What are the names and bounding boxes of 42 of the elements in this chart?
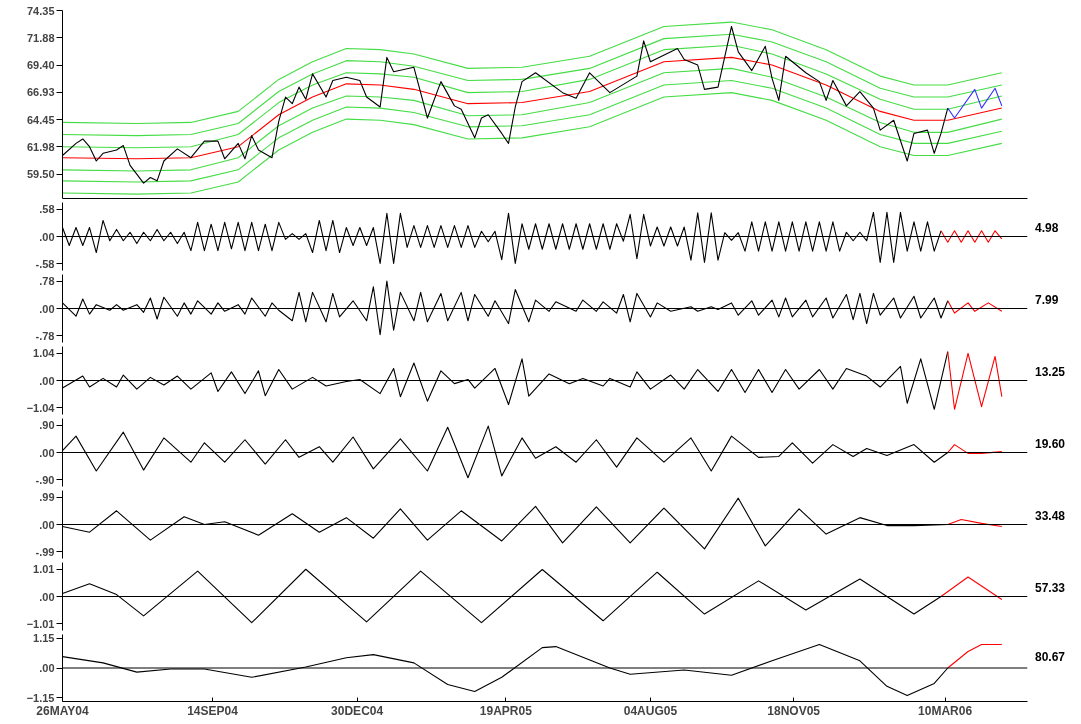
y-tick-label: 69.40 xyxy=(26,59,55,72)
y-tick-label: -.90 xyxy=(35,473,55,486)
x-tick-label: 26MAY04 xyxy=(36,703,89,718)
y-tick-label: .78 xyxy=(39,275,55,288)
y-tick-label: .58 xyxy=(39,203,55,216)
y-tick-label: −1.01 xyxy=(26,617,55,630)
y-tick-label: .00 xyxy=(39,662,55,674)
y-tick-label: 1.15 xyxy=(33,632,55,645)
text: 33.48 xyxy=(1035,508,1066,525)
text: 80.67 xyxy=(1035,649,1066,666)
text: 4.98 xyxy=(1035,220,1059,237)
y-tick-label: 66.93 xyxy=(26,86,55,99)
y-tick-label: .00 xyxy=(39,302,55,315)
y-tick-label: .00 xyxy=(39,374,55,387)
y-tick-label: .90 xyxy=(39,419,55,432)
text: 19.60 xyxy=(1035,436,1066,453)
y-tick-label: .00 xyxy=(39,590,55,603)
y-tick-label: .00 xyxy=(39,230,55,243)
y-tick-label: −1.15 xyxy=(26,691,55,704)
y-tick-label: 61.98 xyxy=(26,140,55,153)
y-tick-label: 71.88 xyxy=(26,31,55,44)
y-tick-label: -.58 xyxy=(35,257,55,270)
y-tick-label: 74.35 xyxy=(26,4,55,17)
text: 13.25 xyxy=(1035,364,1066,381)
y-tick-label: .99 xyxy=(39,491,55,504)
x-tick-label: 10MAR06 xyxy=(918,703,973,718)
text: 7.99 xyxy=(1035,292,1059,309)
x-tick-label: 18NOV05 xyxy=(767,703,821,718)
y-tick-label: −1.04 xyxy=(26,401,56,414)
text: 57.33 xyxy=(1035,580,1066,597)
y-tick-label: 64.45 xyxy=(26,113,55,126)
y-tick-label: -.78 xyxy=(35,329,55,342)
y-tick-label: 59.50 xyxy=(26,168,55,181)
y-tick-label: .00 xyxy=(39,446,55,459)
y-tick-label: 1.04 xyxy=(33,347,56,360)
y-tick-label: -.99 xyxy=(35,545,55,558)
y-tick-label: .00 xyxy=(39,518,55,531)
x-tick-label: 19APR05 xyxy=(479,703,533,718)
x-tick-label: 04AUG05 xyxy=(623,703,678,718)
x-tick-label: 30DEC04 xyxy=(331,703,384,718)
x-tick-label: 14SEP04 xyxy=(187,703,239,718)
y-tick-label: 1.01 xyxy=(33,563,55,576)
